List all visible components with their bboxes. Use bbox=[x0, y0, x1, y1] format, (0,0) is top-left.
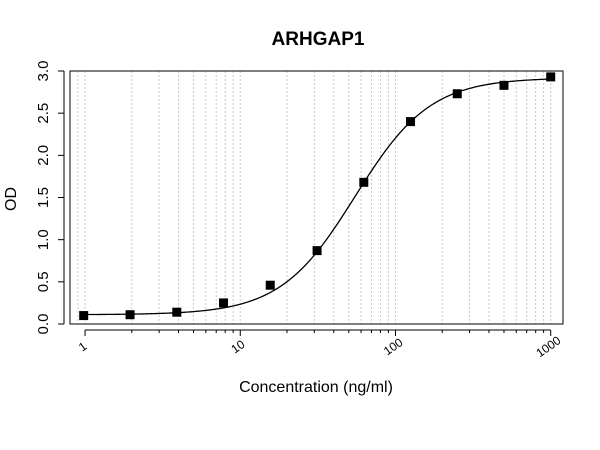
fit-curve bbox=[83, 78, 551, 316]
data-point bbox=[359, 177, 369, 187]
y-tick-label: 1.0 bbox=[35, 229, 52, 250]
data-point bbox=[219, 298, 229, 308]
plot-frame bbox=[69, 70, 564, 325]
y-tick-label: 2.5 bbox=[35, 103, 52, 124]
y-tick-label: 3.0 bbox=[35, 61, 52, 82]
x-tick-label: 1000 bbox=[533, 333, 563, 360]
data-point bbox=[312, 246, 322, 256]
data-point bbox=[172, 307, 182, 317]
data-point bbox=[125, 310, 135, 320]
data-point bbox=[79, 311, 89, 321]
x-tick-label: 10 bbox=[228, 337, 247, 356]
grid-lines bbox=[69, 71, 552, 324]
data-point bbox=[546, 72, 556, 82]
data-point bbox=[499, 80, 509, 90]
y-axis-label: OD bbox=[3, 187, 20, 211]
axes: 1 10 100 1000 0.0 0.5 1.0 1.5 2.0 2.5 3.0 bbox=[35, 61, 564, 361]
y-tick-label: 0.0 bbox=[35, 314, 52, 335]
data-points bbox=[79, 72, 556, 321]
chart-title: ARHGAP1 bbox=[272, 29, 365, 50]
data-point bbox=[452, 89, 462, 99]
y-tick-label: 2.0 bbox=[35, 145, 52, 166]
y-tick-label: 0.5 bbox=[35, 271, 52, 292]
y-tick-label: 1.5 bbox=[35, 187, 52, 208]
x-tick-label: 100 bbox=[381, 335, 406, 358]
x-axis-label: Concentration (ng/ml) bbox=[239, 379, 393, 396]
data-point bbox=[406, 117, 416, 127]
data-point bbox=[265, 280, 275, 290]
x-tick-label: 1 bbox=[76, 339, 90, 354]
